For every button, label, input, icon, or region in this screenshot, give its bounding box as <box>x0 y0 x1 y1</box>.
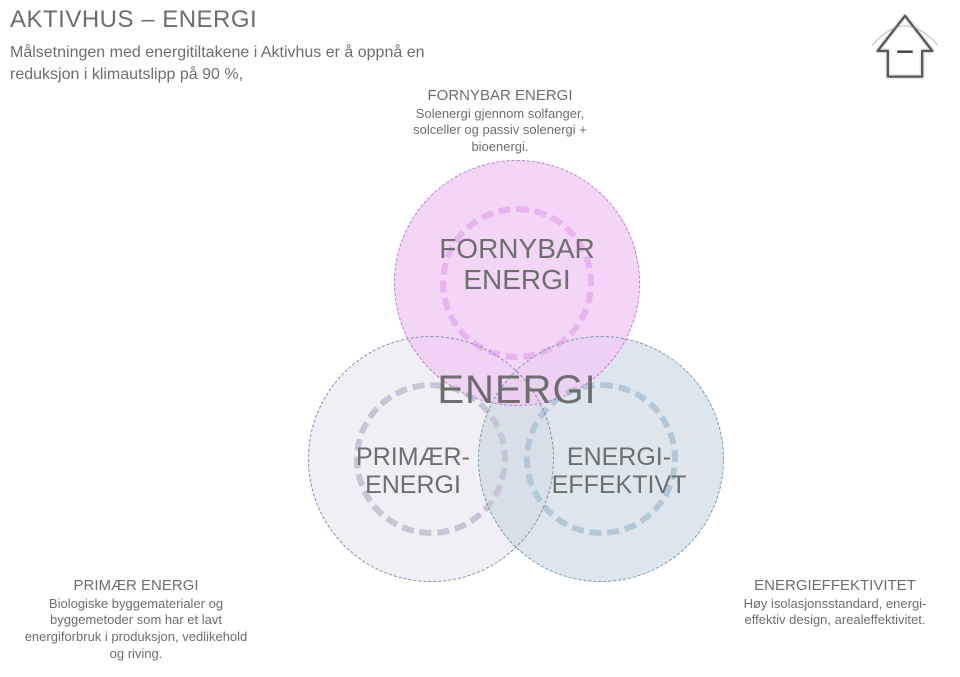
page-title: AKTIVHUS – ENERGI <box>10 6 257 34</box>
venn-diagram: FORNYBAR ENERGI ENERGI PRIMÆR- ENERGI EN… <box>274 160 744 630</box>
venn-label-top-l1: FORNYBAR <box>439 233 595 264</box>
venn-label-top-l2: ENERGI <box>463 264 570 295</box>
page-subtitle: Målsetningen med energitiltakene i Aktiv… <box>10 42 424 85</box>
venn-label-right: ENERGI- EFFEKTIVT <box>524 444 714 499</box>
desc-fornybar-line1: Solenergi gjennom solfanger, <box>380 106 620 123</box>
desc-primaer: PRIMÆR ENERGI Biologiske byggematerialer… <box>6 576 266 663</box>
desc-primaer-line1: Biologiske byggematerialer og <box>6 596 266 613</box>
venn-label-left: PRIMÆR- ENERGI <box>338 444 488 499</box>
desc-fornybar-line2: solceller og passiv solenergi + <box>380 122 620 139</box>
page: AKTIVHUS – ENERGI Målsetningen med energ… <box>0 0 960 677</box>
desc-primaer-line2: byggemetoder som har et lavt <box>6 612 266 629</box>
desc-primaer-line3: energiforbruk i produksjon, vedlikehold <box>6 629 266 646</box>
desc-effektivitet-line2: effektiv design, arealeffektivitet. <box>720 612 950 629</box>
desc-effektivitet-line1: Høy isolasjonsstandard, energi- <box>720 596 950 613</box>
venn-label-right-l2: EFFEKTIVT <box>552 471 687 499</box>
desc-primaer-heading: PRIMÆR ENERGI <box>6 576 266 596</box>
logo-icon <box>866 8 944 86</box>
desc-fornybar-heading: FORNYBAR ENERGI <box>380 86 620 106</box>
venn-label-right-l1: ENERGI- <box>567 443 671 471</box>
desc-fornybar-line3: bioenergi. <box>380 139 620 156</box>
desc-fornybar: FORNYBAR ENERGI Solenergi gjennom solfan… <box>380 86 620 156</box>
subtitle-line-1: Målsetningen med energitiltakene i Aktiv… <box>10 44 424 61</box>
desc-primaer-line4: og riving. <box>6 646 266 663</box>
venn-label-left-l2: ENERGI <box>365 471 461 499</box>
desc-effektivitet-heading: ENERGIEFFEKTIVITET <box>720 576 950 596</box>
venn-label-left-l1: PRIMÆR- <box>356 443 470 471</box>
venn-label-top: FORNYBAR ENERGI <box>434 234 600 296</box>
subtitle-line-2: reduksjon i klimautslipp på 90 %, <box>10 66 243 83</box>
venn-label-center: ENERGI <box>424 368 610 412</box>
desc-effektivitet: ENERGIEFFEKTIVITET Høy isolasjonsstandar… <box>720 576 950 629</box>
